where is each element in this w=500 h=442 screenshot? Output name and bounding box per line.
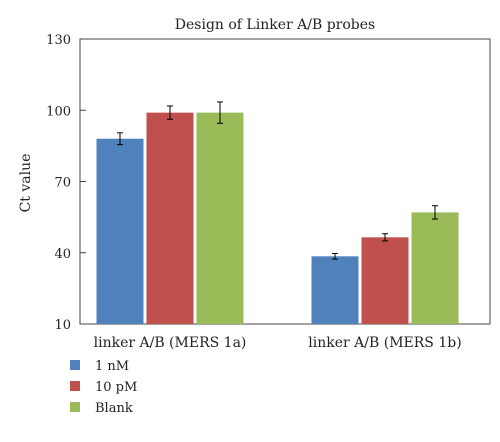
y-tick-label: 70	[54, 176, 71, 191]
category-label: linker A/B (MERS 1a)	[94, 335, 247, 351]
legend-swatch	[70, 381, 80, 391]
bar-blank	[196, 112, 244, 324]
legend-label: Blank	[95, 401, 133, 416]
y-axis-label: Ct value	[18, 154, 34, 213]
y-tick-label: 130	[46, 33, 71, 48]
legend-swatch	[70, 360, 80, 370]
legend-label: 10 pM	[95, 380, 137, 395]
legend-swatch	[70, 402, 80, 412]
chart-title: Design of Linker A/B probes	[175, 17, 375, 33]
legend: 1 nM 10 pM Blank	[70, 359, 137, 416]
y-tick-label: 10	[54, 318, 71, 333]
bar-10-pm	[361, 237, 409, 324]
bar-blank	[411, 212, 459, 324]
plot-area: 10 40 70 100 130 linker A/B (MERS 1a) linker A…	[46, 33, 491, 351]
y-tick-label: 100	[46, 104, 71, 119]
bar-1-nm	[96, 138, 144, 324]
y-tick-label: 40	[54, 247, 71, 262]
category-label: linker A/B (MERS 1b)	[308, 335, 461, 351]
legend-label: 1 nM	[95, 359, 129, 374]
bar-1-nm	[311, 256, 359, 324]
bar-10-pm	[146, 112, 194, 324]
